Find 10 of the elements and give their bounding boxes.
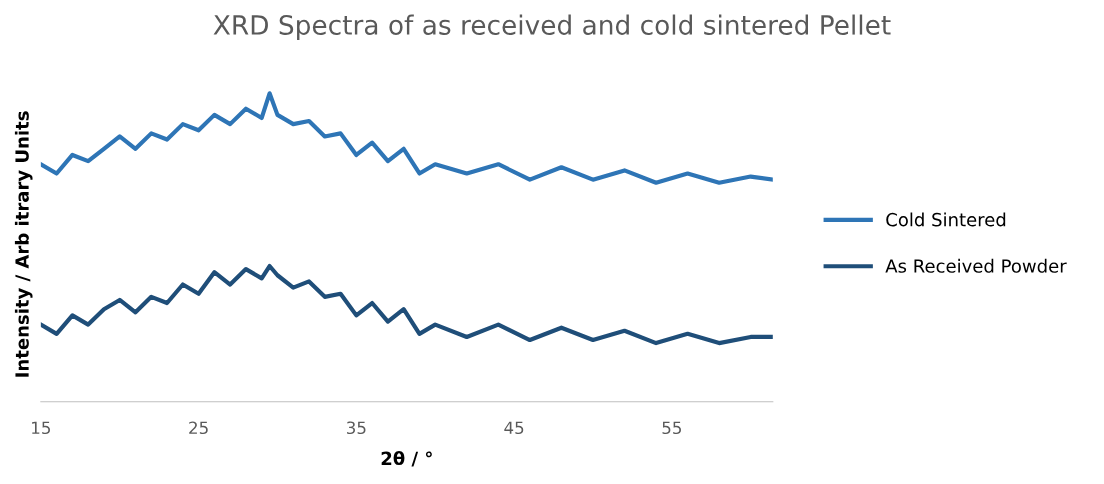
y-axis-title: Intensity / Arb itrary Units [14,111,33,377]
x-tick-label: 25 [189,421,208,435]
chart-title: XRD Spectra of as received and cold sintered Pellet [213,14,891,41]
x-tick-label: 45 [504,421,524,435]
x-tick-label: 35 [347,421,366,435]
legend-label: Cold Sintered [886,212,1006,227]
legend-label: As Received Powder [885,258,1067,273]
x-tick-label: 55 [662,421,681,435]
x-axis-title: 2θ / ° [381,451,432,467]
x-tick-label: 15 [32,421,50,435]
